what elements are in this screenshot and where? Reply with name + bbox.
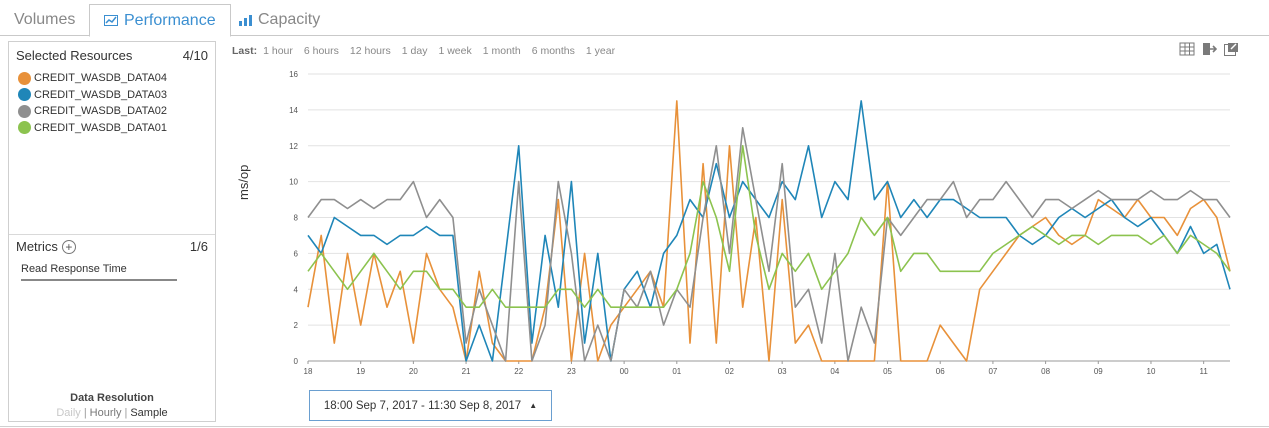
caret-up-icon: ▲	[529, 401, 538, 410]
resource-name: CREDIT_WASDB_DATA03	[34, 88, 168, 101]
resolution-sample[interactable]: Sample	[130, 407, 168, 419]
x-tick-label: 04	[830, 367, 839, 376]
range-1-year[interactable]: 1 year	[585, 45, 616, 57]
x-tick-label: 03	[778, 367, 787, 376]
resource-name: CREDIT_WASDB_DATA02	[34, 105, 168, 118]
performance-chart-icon	[104, 15, 118, 26]
range-12-hours[interactable]: 12 hours	[349, 45, 391, 57]
x-tick-label: 21	[462, 367, 471, 376]
x-tick-label: 18	[304, 367, 313, 376]
export-icon[interactable]	[1201, 42, 1217, 56]
range-6-months[interactable]: 6 months	[531, 45, 575, 57]
x-tick-label: 01	[672, 367, 681, 376]
date-range-label: 18:00 Sep 7, 2017 - 11:30 Sep 8, 2017	[323, 399, 522, 412]
y-tick-label: 0	[294, 357, 299, 366]
y-tick-label: 14	[289, 106, 298, 115]
tab-capacity-label: Capacity	[258, 11, 321, 28]
popout-icon[interactable]	[1223, 42, 1239, 56]
resource-item-data03[interactable]: CREDIT_WASDB_DATA03	[18, 87, 167, 104]
series-color-dot	[18, 71, 31, 85]
x-tick-label: 06	[936, 367, 945, 376]
chart-toolbar	[1179, 42, 1239, 56]
series-color-dot	[18, 88, 31, 102]
separator: |	[124, 407, 128, 419]
resource-item-data02[interactable]: CREDIT_WASDB_DATA02	[18, 103, 167, 120]
y-tick-label: 16	[289, 70, 298, 79]
metrics-count: 1/6	[189, 239, 208, 254]
range-1-hour[interactable]: 1 hour	[263, 45, 293, 57]
selected-resources-title: Selected Resources	[16, 48, 133, 63]
x-tick-label: 10	[1147, 367, 1156, 376]
x-tick-label: 08	[1041, 367, 1050, 376]
date-range-button[interactable]: 18:00 Sep 7, 2017 - 11:30 Sep 8, 2017 ▲	[309, 390, 552, 421]
series-line-credit-wasdb-data01	[307, 145, 1231, 308]
resource-list: CREDIT_WASDB_DATA04 CREDIT_WASDB_DATA03 …	[18, 70, 167, 136]
resolution-hourly[interactable]: Hourly	[89, 407, 122, 419]
x-tick-label: 00	[620, 367, 629, 376]
x-tick-label: 20	[409, 367, 418, 376]
bar-chart-icon	[239, 14, 252, 26]
x-tick-label: 05	[883, 367, 892, 376]
resource-name: CREDIT_WASDB_DATA01	[34, 121, 168, 134]
tab-performance[interactable]: Performance	[89, 4, 231, 37]
metrics-header: Metrics + 1/6	[16, 239, 208, 254]
x-tick-label: 19	[356, 367, 365, 376]
y-tick-label: 6	[294, 249, 299, 258]
series-color-dot	[18, 104, 31, 118]
y-tick-label: 2	[294, 321, 299, 330]
range-label: Last:	[232, 45, 258, 57]
y-tick-label: 10	[289, 178, 298, 187]
resource-name: CREDIT_WASDB_DATA04	[34, 72, 168, 85]
resolution-daily[interactable]: Daily	[56, 407, 81, 419]
metrics-title: Metrics	[16, 239, 58, 254]
series-line-credit-wasdb-data02	[307, 127, 1231, 362]
bottom-border	[0, 426, 1269, 427]
x-tick-label: 07	[988, 367, 997, 376]
x-tick-label: 23	[567, 367, 576, 376]
tab-bar: Volumes Performance Capacity	[0, 0, 1269, 37]
y-tick-label: 8	[294, 214, 299, 223]
tab-capacity[interactable]: Capacity	[225, 4, 334, 36]
series-line-credit-wasdb-data03	[307, 100, 1231, 362]
range-6-hours[interactable]: 6 hours	[303, 45, 339, 57]
metric-read-response-time[interactable]: Read Response Time	[21, 263, 177, 281]
resource-item-data01[interactable]: CREDIT_WASDB_DATA01	[18, 120, 167, 137]
table-icon[interactable]	[1179, 42, 1195, 56]
tab-volumes[interactable]: Volumes	[0, 4, 89, 36]
range-1-month[interactable]: 1 month	[482, 45, 521, 57]
series-color-dot	[18, 121, 31, 135]
resources-panel: Selected Resources 4/10 CREDIT_WASDB_DAT…	[8, 41, 216, 422]
range-1-week[interactable]: 1 week	[438, 45, 472, 57]
range-1-day[interactable]: 1 day	[401, 45, 428, 57]
add-metric-plus-icon[interactable]: +	[61, 239, 76, 254]
x-tick-label: 02	[725, 367, 734, 376]
y-tick-label: 12	[289, 142, 298, 151]
data-resolution-options: Daily | Hourly | Sample	[9, 407, 215, 419]
tab-performance-label: Performance	[124, 11, 216, 29]
series-line-credit-wasdb-data04	[307, 100, 1231, 362]
separator: |	[83, 407, 87, 419]
y-tick-label: 4	[294, 285, 299, 294]
panel-divider	[9, 234, 215, 235]
x-tick-label: 09	[1094, 367, 1103, 376]
tab-volumes-label: Volumes	[14, 11, 76, 28]
y-axis-title: ms/op	[236, 164, 251, 200]
resource-item-data04[interactable]: CREDIT_WASDB_DATA04	[18, 70, 167, 87]
x-tick-label: 11	[1200, 367, 1209, 376]
selected-resources-count: 4/10	[182, 48, 208, 63]
data-resolution-title: Data Resolution	[70, 392, 154, 404]
time-range-selector: Last: 1 hour 6 hours 12 hours 1 day 1 we…	[232, 45, 626, 57]
x-tick-label: 22	[514, 367, 523, 376]
selected-resources-header: Selected Resources 4/10	[16, 48, 208, 63]
